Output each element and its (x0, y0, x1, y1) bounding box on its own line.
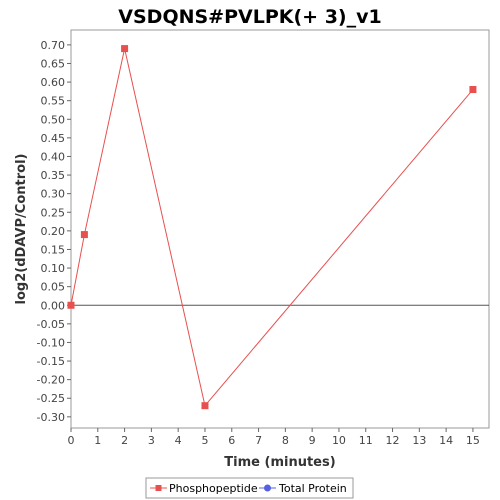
x-tick-label: 6 (228, 434, 235, 447)
y-tick-label: -0.15 (37, 355, 65, 368)
y-tick-label: 0.00 (41, 299, 66, 312)
y-tick-label: 0.65 (41, 57, 66, 70)
y-tick-label: 0.45 (41, 132, 66, 145)
y-tick-label: 0.05 (41, 281, 66, 294)
y-tick-label: 0.15 (41, 243, 66, 256)
x-tick-label: 1 (94, 434, 101, 447)
x-tick-label: 9 (309, 434, 316, 447)
x-tick-label: 15 (466, 434, 480, 447)
x-tick-label: 7 (255, 434, 262, 447)
y-tick-label: 0.55 (41, 95, 66, 108)
x-axis-label: Time (minutes) (224, 455, 335, 470)
y-tick-label: -0.25 (37, 392, 65, 405)
y-tick-label: -0.30 (37, 411, 65, 424)
legend-phosphopeptide-label: Phosphopeptide (169, 482, 258, 495)
y-tick-label: -0.20 (37, 374, 65, 387)
legend: Phosphopeptide Total Protein (145, 477, 354, 499)
data-point (121, 45, 129, 53)
data-point (201, 402, 209, 410)
x-tick-label: 0 (68, 434, 75, 447)
y-tick-label: -0.10 (37, 336, 65, 349)
data-point (80, 231, 88, 239)
legend-total-protein-marker (264, 484, 271, 492)
data-point (67, 301, 75, 309)
x-tick-label: 2 (121, 434, 128, 447)
x-tick-label: 10 (332, 434, 346, 447)
y-tick-label: 0.70 (41, 39, 66, 52)
x-tick-label: 12 (386, 434, 400, 447)
y-tick-label: 0.10 (41, 262, 66, 275)
x-tick-label: 14 (439, 434, 453, 447)
x-tick-label: 5 (201, 434, 208, 447)
y-tick-label: 0.50 (41, 113, 66, 126)
y-tick-label: 0.60 (41, 76, 66, 89)
y-axis-label: log2(dDAVP/Control) (14, 154, 29, 305)
chart-title: VSDQNS#PVLPK(+ 3)_v1 (118, 6, 381, 28)
y-tick-label: 0.35 (41, 169, 66, 182)
y-tick-label: 0.30 (41, 188, 66, 201)
legend-phosphopeptide-marker (155, 485, 162, 491)
y-tick-label: 0.25 (41, 206, 66, 219)
data-point (469, 86, 477, 94)
x-tick-label: 4 (175, 434, 182, 447)
legend-box (145, 477, 354, 499)
legend-total-protein-label: Total Protein (278, 482, 347, 495)
y-tick-label: -0.05 (37, 318, 65, 331)
x-tick-label: 11 (359, 434, 373, 447)
x-tick-label: 3 (148, 434, 155, 447)
y-tick-label: 0.20 (41, 225, 66, 238)
y-tick-label: 0.40 (41, 150, 66, 163)
x-tick-label: 13 (412, 434, 426, 447)
x-tick-label: 8 (282, 434, 289, 447)
plot-area (70, 29, 490, 429)
